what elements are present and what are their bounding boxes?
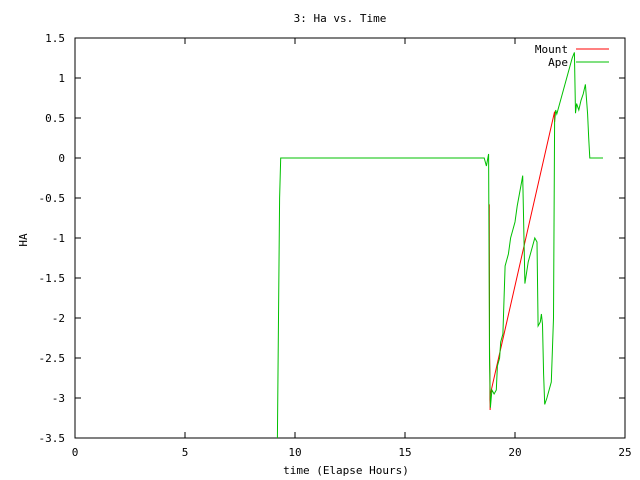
y-axis-label: HA [17,233,30,247]
y-tick-label: 1.5 [45,32,65,45]
x-axis-label: time (Elapse Hours) [283,464,409,477]
series-line-mount [488,111,556,411]
y-tick-label: 1 [58,72,65,85]
y-axis-ticks: -3.5 -3 -2.5 -2 -1.5 -1 -0.5 0 0.5 1 1.5 [39,32,625,445]
x-tick-label: 15 [398,446,411,459]
legend-label-ape: Ape [548,56,568,69]
x-axis-ticks: 0 5 10 15 20 25 [72,38,632,459]
series-line-ape [276,52,603,439]
x-tick-label: 25 [618,446,631,459]
y-tick-label: -3.5 [39,432,66,445]
x-tick-label: 0 [72,446,79,459]
y-tick-label: -1.5 [39,272,66,285]
y-tick-label: -2 [52,312,65,325]
x-tick-label: 20 [508,446,521,459]
y-tick-label: 0.5 [45,112,65,125]
x-tick-label: 5 [182,446,189,459]
chart-title: 3: Ha vs. Time [294,12,387,25]
legend-label-mount: Mount [535,43,568,56]
series-lines [276,52,603,439]
x-tick-label: 10 [288,446,301,459]
y-tick-label: -2.5 [39,352,66,365]
y-tick-label: 0 [58,152,65,165]
y-tick-label: -1 [52,232,65,245]
plot-frame [74,37,626,439]
y-tick-label: -0.5 [39,192,66,205]
y-tick-label: -3 [52,392,65,405]
